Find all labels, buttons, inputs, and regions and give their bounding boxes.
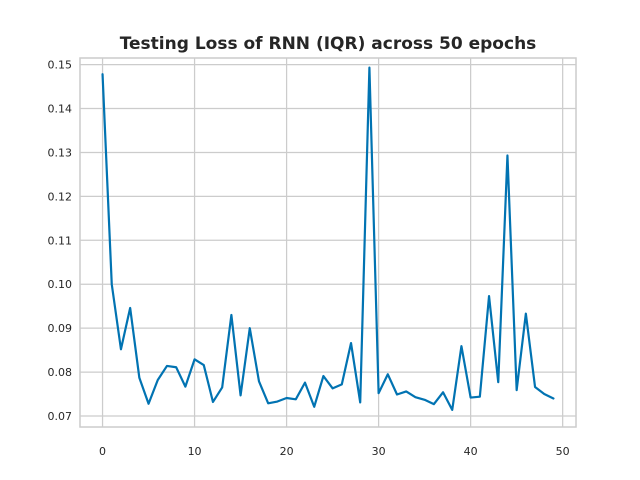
y-tick-label: 0.09 xyxy=(48,322,73,335)
x-tick-label: 0 xyxy=(99,445,106,458)
y-tick-labels: 0.07 0.08 0.09 0.10 0.11 0.12 0.13 0.14 0.15 xyxy=(48,59,73,423)
y-tick-label: 0.14 xyxy=(48,103,73,116)
y-tick-label: 0.07 xyxy=(48,410,73,423)
x-tick-label: 40 xyxy=(464,445,478,458)
x-tick-labels: 0 10 20 30 40 50 xyxy=(99,445,570,458)
series-line xyxy=(101,66,555,411)
y-tick-label: 0.13 xyxy=(48,146,73,159)
x-tick-label: 30 xyxy=(372,445,386,458)
y-tick-label: 0.10 xyxy=(48,278,73,291)
x-tick-label: 10 xyxy=(188,445,202,458)
y-tick-label: 0.12 xyxy=(48,190,73,203)
y-gridlines xyxy=(80,63,576,417)
chart-title: Testing Loss of RNN (IQR) across 50 epoc… xyxy=(120,34,537,54)
y-tick-label: 0.15 xyxy=(48,59,73,72)
y-tick-label: 0.08 xyxy=(48,366,73,379)
x-tick-label: 50 xyxy=(556,445,570,458)
x-tick-label: 20 xyxy=(280,445,294,458)
y-tick-label: 0.11 xyxy=(48,234,73,247)
plot-frame xyxy=(79,57,577,428)
